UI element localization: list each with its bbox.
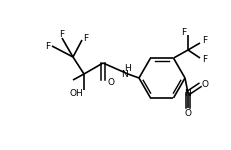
Text: O: O — [201, 80, 208, 88]
Text: OH: OH — [69, 90, 82, 99]
Text: H: H — [124, 63, 131, 72]
Text: F: F — [202, 54, 207, 63]
Text: N: N — [121, 69, 128, 78]
Text: F: F — [83, 33, 88, 42]
Text: F: F — [181, 27, 186, 36]
Text: F: F — [59, 30, 64, 39]
Text: O: O — [107, 78, 114, 87]
Text: O: O — [184, 110, 191, 118]
Text: F: F — [202, 36, 207, 45]
Text: N: N — [184, 88, 191, 98]
Text: F: F — [45, 42, 50, 51]
